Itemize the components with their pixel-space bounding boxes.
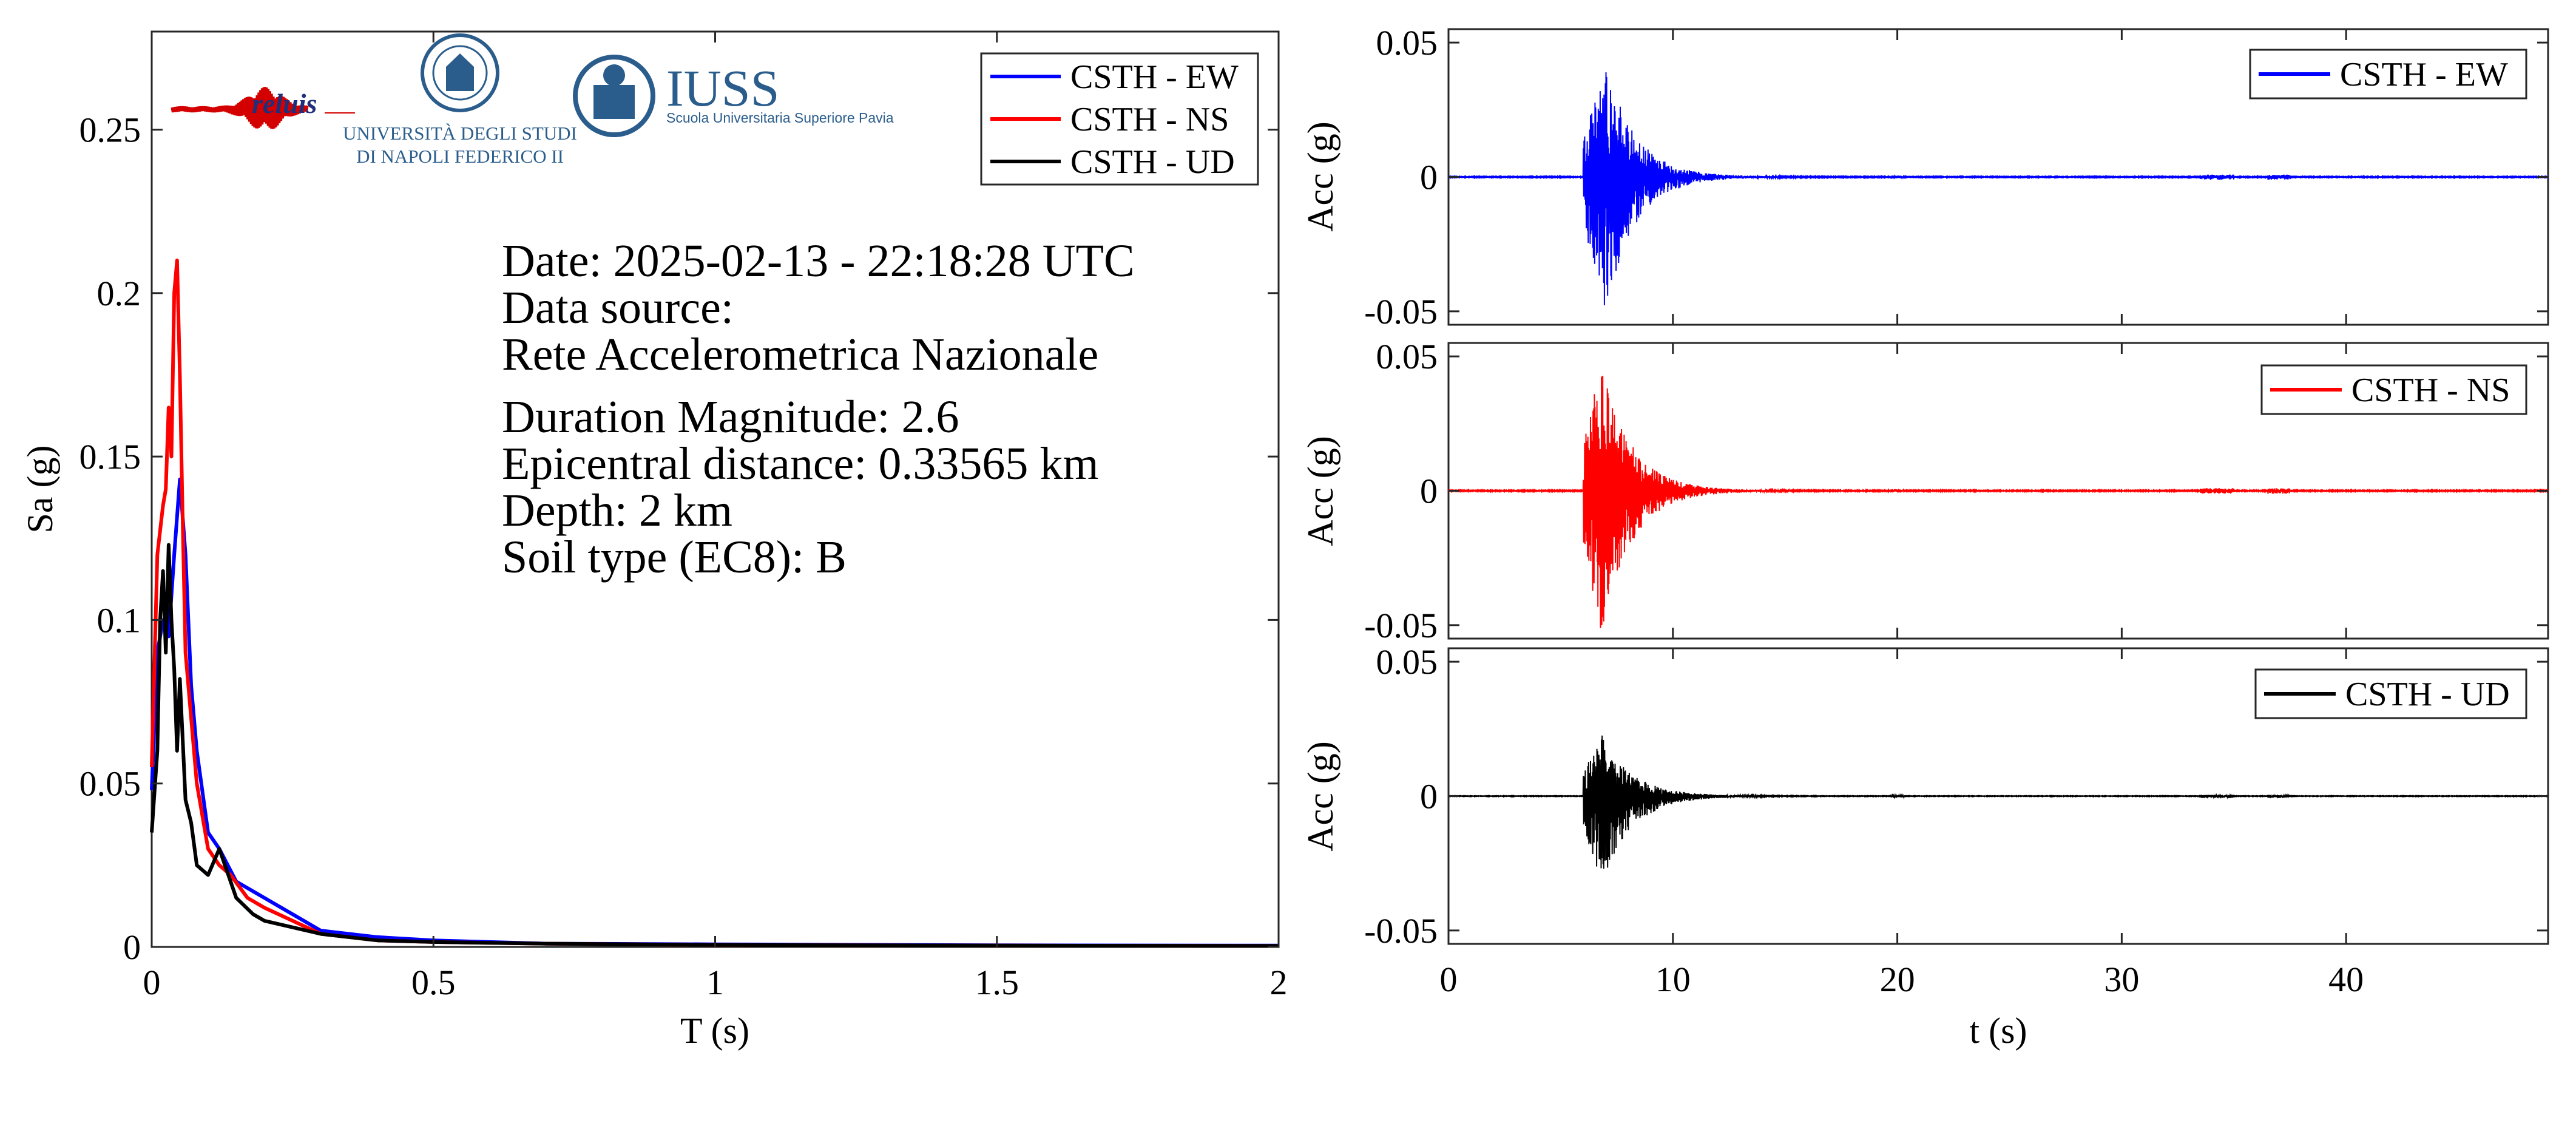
reluis-logo-wave bbox=[171, 86, 355, 129]
legend-label-ud: CSTH - UD bbox=[1070, 143, 1235, 181]
iuss-emblem-ring bbox=[573, 55, 655, 137]
accelerogram-ns-ticks-group: -0.05 0 0.05 bbox=[1364, 337, 2548, 645]
iuss-logo-subtitle: Scuola Universitaria Superiore Pavia bbox=[666, 110, 894, 126]
event-date: Date: 2025-02-13 - 22:18:28 UTC bbox=[502, 236, 1135, 287]
accelerogram-ns-chart: -0.05 0 0.05 Acc (g) CSTH - NS bbox=[1300, 337, 2549, 645]
accelerogram-ew-y-tick-label: 0 bbox=[1420, 158, 1438, 197]
unina-seal-figure bbox=[446, 53, 474, 91]
accelerogram-ud-x-tick-label: 40 bbox=[2328, 960, 2364, 999]
reluis-logo: reluis bbox=[171, 86, 355, 129]
accelerogram-ud-legend: CSTH - UD bbox=[2254, 668, 2527, 719]
soil-type: Soil type (EC8): B bbox=[502, 532, 847, 583]
accelerogram-ns-y-tick-label: 0.05 bbox=[1376, 337, 1438, 376]
accelerogram-ud-legend-label: CSTH - UD bbox=[2345, 676, 2510, 713]
accelerogram-ud-x-tick-label: 10 bbox=[1655, 960, 1691, 999]
accelerogram-ew-legend-label: CSTH - EW bbox=[2340, 56, 2508, 93]
event-info: Date: 2025-02-13 - 22:18:28 UTC Data sou… bbox=[502, 236, 1135, 583]
accelerogram-ns-y-axis-label: Acc (g) bbox=[1300, 436, 1340, 546]
iuss-emblem-dome bbox=[603, 64, 625, 86]
unina-seal-inner bbox=[432, 45, 488, 101]
response-spectrum-chart: 0 0.05 0.1 0.15 0.2 0.25 0 0.5 1 1.5 2 T (s) Sa (g… bbox=[20, 30, 1288, 1051]
unina-seal-outer bbox=[421, 33, 499, 112]
spectrum-x-tick-label: 0 bbox=[143, 963, 161, 1002]
accelerogram-ew-y-axis-label: Acc (g) bbox=[1300, 121, 1340, 232]
spectrum-y-axis-label: Sa (g) bbox=[20, 446, 60, 534]
accelerogram-ew-chart: -0.05 0 0.05 Acc (g) CSTH - EW bbox=[1300, 23, 2549, 331]
iuss-logo-title: IUSS bbox=[666, 59, 779, 117]
unina-logo: UNIVERSITÀ DEGLI STUDI DI NAPOLI FEDERIC… bbox=[343, 33, 577, 167]
spectrum-ticks-group: 0 0.05 0.1 0.15 0.2 0.25 0 0.5 1 1.5 2 bbox=[79, 32, 1288, 1002]
accelerogram-ew-y-tick-label: -0.05 bbox=[1364, 292, 1438, 331]
reluis-wave-line bbox=[171, 86, 309, 129]
accelerogram-ns-legend: CSTH - NS bbox=[2260, 364, 2527, 415]
spectrum-y-tick-label: 0.2 bbox=[97, 274, 141, 313]
accelerogram-ns-trace-group bbox=[1448, 376, 2549, 628]
accelerogram-ns-y-tick-label: -0.05 bbox=[1364, 606, 1438, 645]
unina-logo-line1: UNIVERSITÀ DEGLI STUDI bbox=[343, 123, 577, 144]
spectrum-series-ud-line bbox=[150, 543, 1279, 948]
spectrum-x-axis-label: T (s) bbox=[680, 1011, 749, 1051]
accelerogram-x-axis-label: t (s) bbox=[1970, 1011, 2027, 1051]
event-magnitude: Duration Magnitude: 2.6 bbox=[502, 392, 959, 443]
accelerogram-ew-ticks-group: -0.05 0 0.05 bbox=[1364, 23, 2548, 331]
accelerogram-ud-y-tick-label: -0.05 bbox=[1364, 911, 1438, 951]
spectrum-series-group bbox=[150, 259, 1279, 948]
accelerogram-ud-y-tick-label: 0 bbox=[1420, 777, 1438, 816]
event-depth: Depth: 2 km bbox=[502, 485, 732, 536]
accelerogram-ud-trace-group bbox=[1448, 735, 2549, 869]
spectrum-y-tick-label: 0.05 bbox=[79, 764, 141, 804]
spectrum-y-tick-label: 0.1 bbox=[97, 600, 141, 640]
accelerogram-ew-trace-group bbox=[1448, 72, 2549, 306]
iuss-emblem-building bbox=[593, 85, 635, 119]
accelerogram-ew-y-tick-label: 0.05 bbox=[1376, 23, 1438, 63]
accelerogram-ud-y-tick-label: 0.05 bbox=[1376, 642, 1438, 682]
accelerogram-ud-y-axis-label: Acc (g) bbox=[1300, 741, 1340, 852]
accelerogram-ud-line bbox=[1448, 735, 2549, 869]
accelerogram-ns-legend-label: CSTH - NS bbox=[2351, 371, 2510, 409]
legend-label-ns: CSTH - NS bbox=[1070, 101, 1229, 138]
spectrum-legend: CSTH - EW CSTH - NS CSTH - UD bbox=[980, 52, 1259, 186]
spectrum-x-tick-label: 1.5 bbox=[975, 963, 1019, 1002]
spectrum-y-tick-label: 0.15 bbox=[79, 437, 141, 477]
data-source-name: Rete Accelerometrica Nazionale bbox=[502, 329, 1098, 380]
reluis-logo-text: reluis bbox=[252, 88, 317, 119]
epicentral-distance: Epicentral distance: 0.33565 km bbox=[502, 438, 1099, 489]
spectrum-y-tick-label: 0 bbox=[123, 928, 141, 967]
spectrum-x-tick-label: 0.5 bbox=[411, 963, 456, 1002]
accelerogram-ew-line bbox=[1448, 72, 2549, 306]
spectrum-x-tick-label: 2 bbox=[1270, 963, 1288, 1002]
data-source-label: Data source: bbox=[502, 282, 734, 333]
accelerogram-ud-x-tick-label: 0 bbox=[1440, 960, 1458, 999]
accelerogram-ns-y-tick-label: 0 bbox=[1420, 472, 1438, 511]
accelerogram-ns-line bbox=[1448, 376, 2549, 628]
accelerogram-ew-legend: CSTH - EW bbox=[2249, 49, 2527, 100]
iuss-logo: IUSS Scuola Universitaria Superiore Pavi… bbox=[573, 55, 894, 137]
legend-label-ew: CSTH - EW bbox=[1070, 58, 1239, 96]
unina-logo-line2: DI NAPOLI FEDERICO II bbox=[356, 146, 564, 167]
spectrum-y-tick-label: 0.25 bbox=[79, 110, 141, 150]
accelerogram-ud-x-tick-label: 20 bbox=[1880, 960, 1915, 999]
accelerogram-ud-x-tick-label: 30 bbox=[2104, 960, 2139, 999]
spectrum-x-tick-label: 1 bbox=[706, 963, 724, 1002]
